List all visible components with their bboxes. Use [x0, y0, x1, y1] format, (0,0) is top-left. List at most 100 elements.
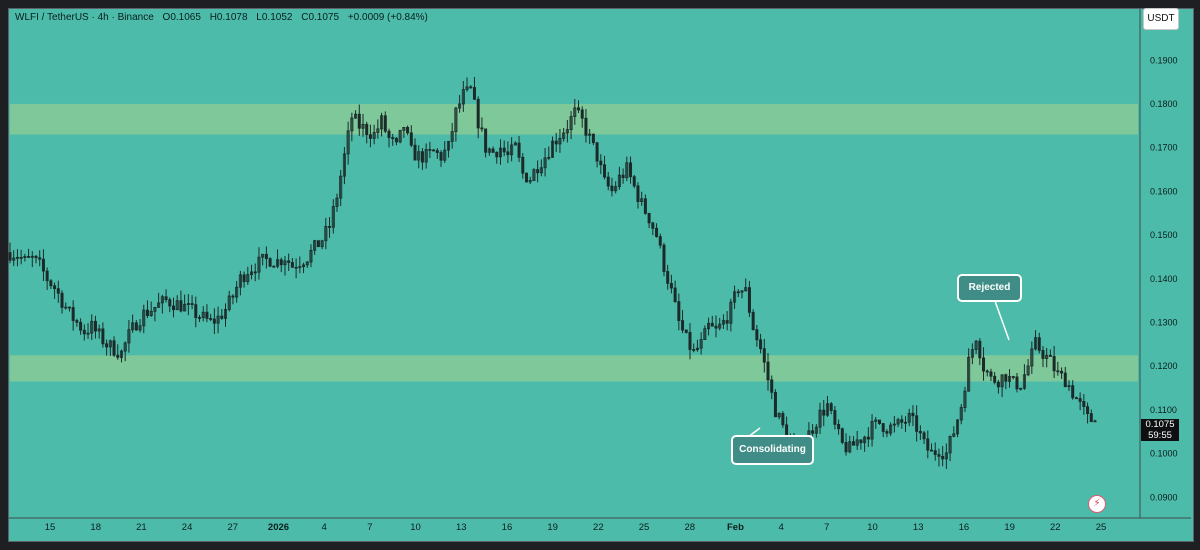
candle-body: [45, 270, 49, 282]
candle-body: [365, 123, 369, 136]
candle-body: [75, 320, 79, 323]
candle-body: [67, 306, 71, 309]
candle-body: [978, 340, 982, 359]
candle-body: [1067, 385, 1071, 388]
y-tick-label: 0.1800: [1150, 99, 1178, 109]
candle-body: [224, 309, 228, 319]
candle-body: [394, 137, 398, 143]
candle-body: [183, 303, 187, 312]
candle-body: [877, 419, 881, 424]
candle-body: [677, 301, 681, 322]
candle-body: [658, 236, 662, 246]
candle-body: [621, 174, 625, 179]
candle-body: [632, 176, 636, 187]
y-tick-label: 0.1900: [1150, 55, 1178, 65]
candle-body: [1004, 374, 1008, 382]
candle-body: [186, 303, 190, 305]
candle-body: [580, 109, 584, 119]
candle-body: [848, 441, 852, 453]
candle-body: [521, 156, 525, 174]
candle-body: [562, 132, 566, 139]
candle-body: [647, 212, 651, 224]
x-tick-label: Feb: [727, 522, 744, 533]
candle-body: [1000, 374, 1004, 388]
candle-body: [313, 240, 317, 251]
candle-body: [309, 249, 313, 263]
candle-body: [123, 342, 127, 352]
candle-body: [134, 322, 138, 331]
candle-body: [747, 287, 751, 313]
candle-body: [1008, 376, 1012, 382]
x-tick-label: 4: [322, 522, 327, 533]
candle-body: [101, 328, 105, 345]
candle-body: [79, 321, 83, 331]
candle-body: [896, 419, 900, 425]
candle-body: [179, 300, 183, 312]
candle-body: [175, 300, 179, 311]
candle-body: [684, 329, 688, 333]
currency-button[interactable]: USDT: [1143, 8, 1179, 30]
candle-body: [201, 311, 205, 318]
candle-body: [740, 290, 744, 293]
candle-body: [885, 431, 889, 434]
x-tick-label: 19: [547, 522, 558, 533]
candle-body: [874, 419, 878, 422]
candle-body: [669, 282, 673, 289]
candle-body: [889, 424, 893, 434]
candle-body: [339, 175, 343, 199]
candle-body: [822, 409, 826, 416]
lightning-bolt-icon[interactable]: ⚡: [1088, 495, 1106, 513]
x-tick-label: 13: [456, 522, 467, 533]
candle-body: [1022, 374, 1026, 389]
candle-body: [49, 280, 53, 287]
candle-body: [944, 452, 948, 460]
candle-body: [1015, 376, 1019, 390]
candle-body: [755, 329, 759, 341]
candle-body: [90, 320, 94, 334]
candle-body: [235, 286, 239, 298]
candle-body: [116, 354, 120, 358]
candle-body: [1037, 337, 1041, 351]
candle-body: [554, 140, 558, 145]
candle-body: [71, 307, 75, 321]
candle-body: [510, 144, 514, 156]
candle-body: [513, 142, 517, 146]
symbol-title[interactable]: WLFI / TetherUS · 4h · Binance: [15, 12, 154, 23]
candle-body: [350, 117, 354, 132]
candle-body: [461, 89, 465, 105]
candle-body: [443, 149, 447, 161]
candle-body: [261, 253, 265, 258]
candle-body: [825, 403, 829, 416]
candle-body: [900, 419, 904, 423]
candle-body: [391, 137, 395, 139]
candle-body: [205, 311, 209, 319]
candle-body: [342, 153, 346, 177]
candle-body: [227, 295, 231, 310]
candle-body: [253, 271, 257, 274]
candle-body: [1052, 356, 1056, 372]
x-tick-label: 25: [639, 522, 650, 533]
candle-body: [402, 126, 406, 131]
consolidating-callout: Consolidating: [731, 435, 814, 465]
candle-body: [294, 266, 298, 269]
candle-body: [454, 107, 458, 133]
candle-body: [948, 435, 952, 454]
candle-body: [603, 164, 607, 178]
candle-body: [915, 415, 919, 432]
candle-body: [12, 257, 16, 261]
candle-body: [82, 329, 86, 335]
candle-body: [64, 306, 68, 309]
candle-body: [558, 138, 562, 145]
candle-body: [23, 256, 27, 258]
candle-body: [781, 413, 785, 426]
rejected-callout: Rejected: [957, 274, 1022, 302]
candle-body: [907, 412, 911, 423]
candle-body: [777, 413, 781, 418]
candle-body: [413, 144, 417, 161]
candle-body: [354, 113, 358, 119]
candle-body: [1089, 413, 1093, 423]
candle-body: [1082, 401, 1086, 408]
candle-body: [439, 152, 443, 161]
candle-body: [773, 391, 777, 418]
